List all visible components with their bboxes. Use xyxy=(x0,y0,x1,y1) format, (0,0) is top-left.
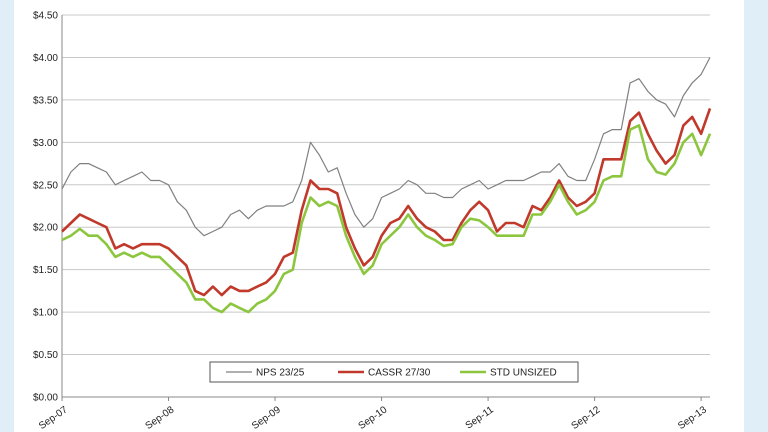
x-tick-label: Sep-12 xyxy=(570,404,603,432)
chart-frame: $0.00 $0.50 $1.00 $1.50 $2.00 $2.50 $3.00 $3.50… xyxy=(14,0,744,432)
series-line-1 xyxy=(61,57,711,237)
x-tick-label: Sep-10 xyxy=(357,404,390,432)
y-tick-label: $3.00 xyxy=(33,138,58,149)
y-tick-label: $1.00 xyxy=(33,308,58,319)
series-line-3 xyxy=(61,124,712,314)
legend-label-2: CASSR 27/30 xyxy=(368,368,431,379)
y-tick-label: $4.00 xyxy=(33,53,58,64)
y-tick-label: $3.50 xyxy=(33,95,58,106)
series-line-2 xyxy=(61,107,712,297)
y-tick-label: $2.00 xyxy=(33,223,58,234)
x-tick-label: Sep-08 xyxy=(144,404,177,432)
y-tick-label: $0.50 xyxy=(33,350,58,361)
x-tick-label: Sep-11 xyxy=(464,404,496,431)
x-tick-label: Sep-07 xyxy=(37,404,70,432)
legend-label-1: NPS 23/25 xyxy=(256,368,305,379)
x-tick-label: Sep-13 xyxy=(676,404,709,432)
legend-label-3: STD UNSIZED xyxy=(490,368,557,379)
legend-box xyxy=(209,361,579,383)
y-tick-label: $2.50 xyxy=(33,180,58,191)
line-chart: $0.00 $0.50 $1.00 $1.50 $2.00 $2.50 $3.00 $3.50… xyxy=(33,11,712,432)
x-tick-label: Sep-09 xyxy=(250,404,283,432)
y-tick-label: $4.50 xyxy=(33,11,58,22)
y-tick-label: $1.50 xyxy=(33,265,58,276)
y-tick-label: $0.00 xyxy=(33,393,58,404)
